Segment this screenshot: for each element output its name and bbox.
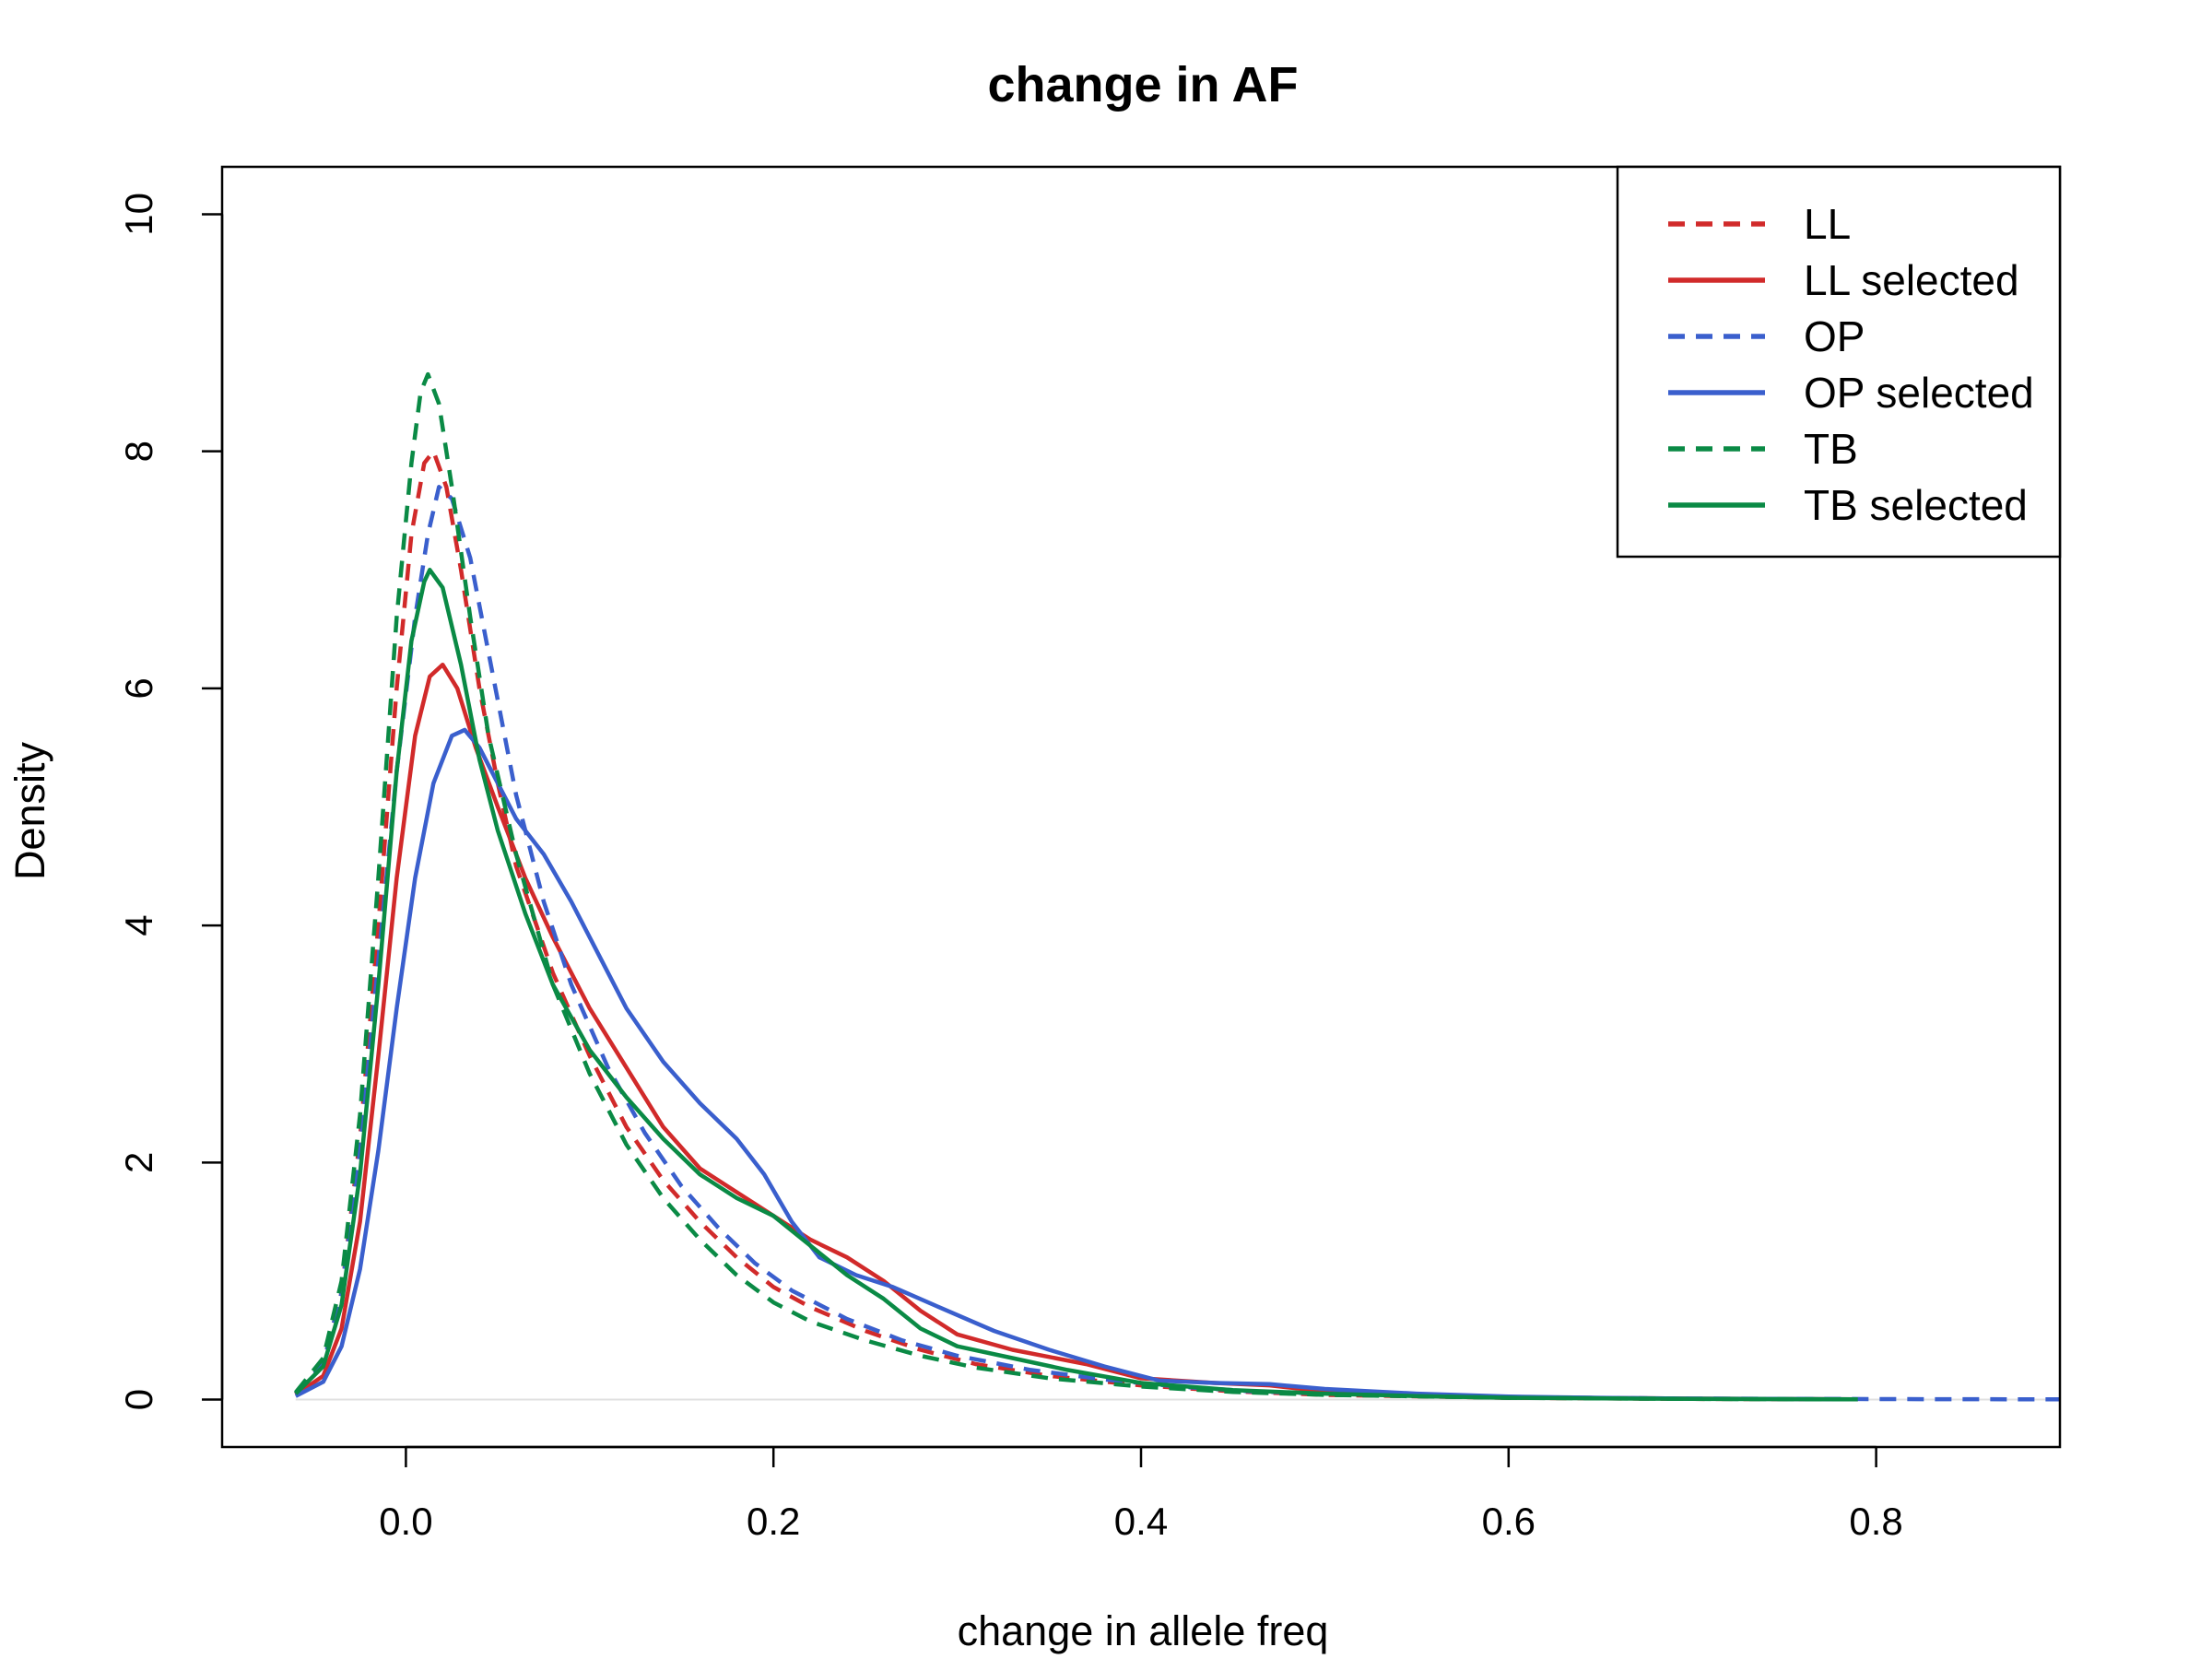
legend-label: TB: [1804, 425, 1858, 473]
y-tick-label: 0: [117, 1389, 160, 1410]
x-tick-label: 0.6: [1482, 1500, 1535, 1543]
y-axis: 0 2 4 6 8 10: [117, 193, 224, 1410]
legend-box: [1616, 165, 2062, 559]
series-line-tb: [294, 371, 1858, 1402]
y-tick-label: 2: [117, 1152, 160, 1173]
x-tick-label: 0.8: [1849, 1500, 1902, 1543]
legend-label: TB selected: [1804, 481, 2028, 529]
legend: LL LL selected OP OP selected TB TB selected: [1616, 165, 2062, 559]
x-tick-label: 0.4: [1114, 1500, 1168, 1543]
series-line-tb-selected: [294, 568, 1858, 1402]
y-tick-label: 10: [117, 193, 160, 236]
chart-title: change in AF: [987, 57, 1298, 112]
series-line-ll: [294, 449, 1858, 1402]
x-axis: 0.0 0.2 0.4 0.6 0.8: [379, 1445, 1903, 1543]
series-lines: [294, 371, 2061, 1402]
legend-label: LL selected: [1804, 256, 2019, 304]
x-tick-label: 0.2: [747, 1500, 800, 1543]
x-tick-label: 0.0: [379, 1500, 432, 1543]
y-axis-label: Density: [6, 741, 53, 880]
legend-label: OP: [1804, 312, 1865, 360]
y-tick-label: 6: [117, 677, 160, 699]
y-tick-label: 8: [117, 441, 160, 462]
legend-label: LL: [1804, 200, 1851, 248]
x-axis-label: change in allele freq: [958, 1607, 1329, 1654]
legend-label: OP selected: [1804, 369, 2034, 417]
series-line-op-selected: [294, 727, 1858, 1402]
y-tick-label: 4: [117, 914, 160, 935]
